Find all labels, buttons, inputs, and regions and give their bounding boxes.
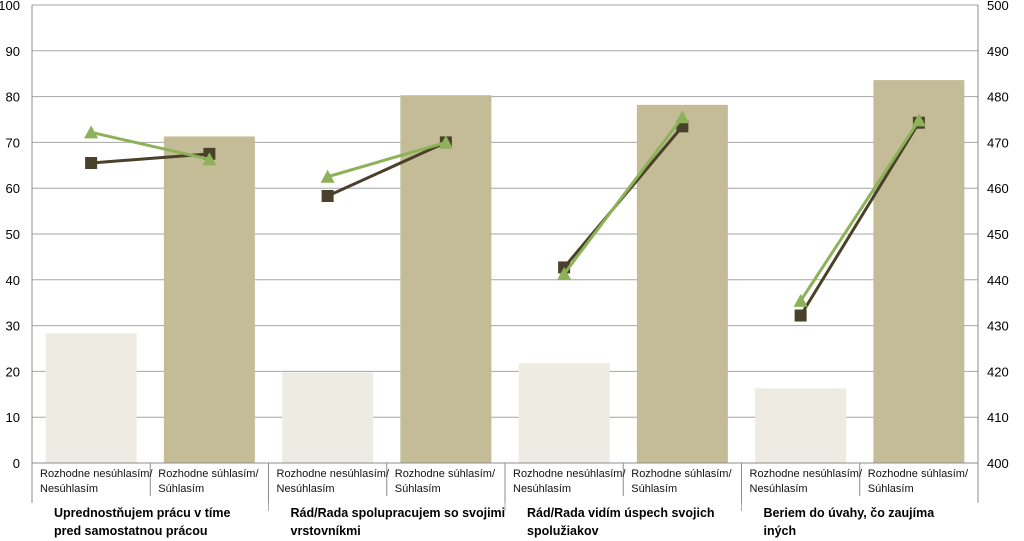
square-marker xyxy=(676,120,689,133)
category-label: Súhlasím xyxy=(631,483,677,495)
y-tick-label: 40 xyxy=(6,273,20,288)
group-label: Beriem do úvahy, čo zaujíma xyxy=(764,506,936,520)
bar xyxy=(873,80,965,463)
y2-tick-label: 410 xyxy=(987,410,1009,425)
triangle-marker xyxy=(438,135,453,149)
series-lines xyxy=(84,110,926,322)
y-tick-label: 100 xyxy=(0,0,20,13)
triangle-marker xyxy=(84,125,99,139)
y2-tick-label: 460 xyxy=(987,181,1009,196)
category-label: Súhlasím xyxy=(158,483,204,495)
triangle-marker xyxy=(320,169,335,183)
category-label: Súhlasím xyxy=(868,483,914,495)
category-label: Rozhodne súhlasím/ xyxy=(395,468,496,480)
category-label: Nesúhlasím xyxy=(277,483,335,495)
group-label: vrstovníkmi xyxy=(291,524,361,538)
square-marker xyxy=(321,189,334,202)
category-label: Nesúhlasím xyxy=(750,483,808,495)
axes: 0 10 20 30 40 50 60 70 80 90 100 400 410 420 430 440 450… xyxy=(0,0,1009,511)
y-tick-label: 20 xyxy=(6,364,20,379)
category-label: Nesúhlasím xyxy=(513,483,571,495)
category-label: Rozhodne súhlasím/ xyxy=(158,468,259,480)
category-label: Nesúhlasím xyxy=(40,483,98,495)
series-line xyxy=(327,141,447,198)
y2-tick-label: 430 xyxy=(987,319,1009,334)
triangle-marker xyxy=(675,110,690,124)
bar xyxy=(45,333,137,463)
series-line xyxy=(799,119,921,302)
series-line xyxy=(327,140,447,179)
y2-tick-label: 480 xyxy=(987,90,1009,105)
bar xyxy=(755,388,847,463)
group-label: iných xyxy=(764,524,797,538)
category-label: Rozhodne nesúhlasím/ xyxy=(750,468,863,480)
category-labels: Rozhodne nesúhlasím/Nesúhlasím Rozhodne s… xyxy=(40,468,969,538)
bar xyxy=(282,372,374,463)
triangle-marker xyxy=(793,293,808,307)
series-line xyxy=(562,116,684,275)
triangle-marker xyxy=(202,152,217,166)
category-label: Rozhodne nesúhlasím/ xyxy=(277,468,390,480)
category-label: Rozhodne nesúhlasím/ xyxy=(40,468,153,480)
group-label: Uprednostňujem prácu v tíme xyxy=(54,506,230,520)
series-line xyxy=(799,121,921,317)
square-marker xyxy=(85,157,98,170)
y2-tick-label: 490 xyxy=(987,44,1009,59)
category-label: Súhlasím xyxy=(395,483,441,495)
bar xyxy=(518,363,610,463)
y-tick-label: 70 xyxy=(6,135,20,150)
bar xyxy=(163,136,255,464)
y-tick-label: 90 xyxy=(6,44,20,59)
y-tick-label: 80 xyxy=(6,90,20,105)
series-line xyxy=(90,130,210,161)
y-tick-label: 30 xyxy=(6,319,20,334)
group-label: Rád/Rada vidím úspech svojich xyxy=(527,506,715,520)
y2-tick-label: 500 xyxy=(987,0,1009,13)
bars xyxy=(45,80,965,464)
y2-tick-label: 470 xyxy=(987,135,1009,150)
y2-tick-label: 440 xyxy=(987,273,1009,288)
group-label: pred samostatnou prácou xyxy=(54,524,208,538)
y-tick-label: 60 xyxy=(6,181,20,196)
category-label: Rozhodne súhlasím/ xyxy=(868,468,969,480)
category-label: Rozhodne nesúhlasím/ xyxy=(513,468,626,480)
y2-tick-label: 420 xyxy=(987,364,1009,379)
y-tick-label: 50 xyxy=(6,227,20,242)
group-label: Rád/Rada spolupracujem so svojimi xyxy=(291,506,506,520)
y2-tick-label: 450 xyxy=(987,227,1009,242)
y-tick-label: 0 xyxy=(13,456,20,471)
square-marker xyxy=(794,309,807,322)
y-tick-label: 10 xyxy=(6,410,20,425)
triangle-marker xyxy=(557,266,572,280)
triangle-marker xyxy=(911,113,926,127)
y2-tick-label: 400 xyxy=(987,456,1009,471)
category-label: Rozhodne súhlasím/ xyxy=(631,468,732,480)
group-label: spolužiakov xyxy=(527,524,599,538)
